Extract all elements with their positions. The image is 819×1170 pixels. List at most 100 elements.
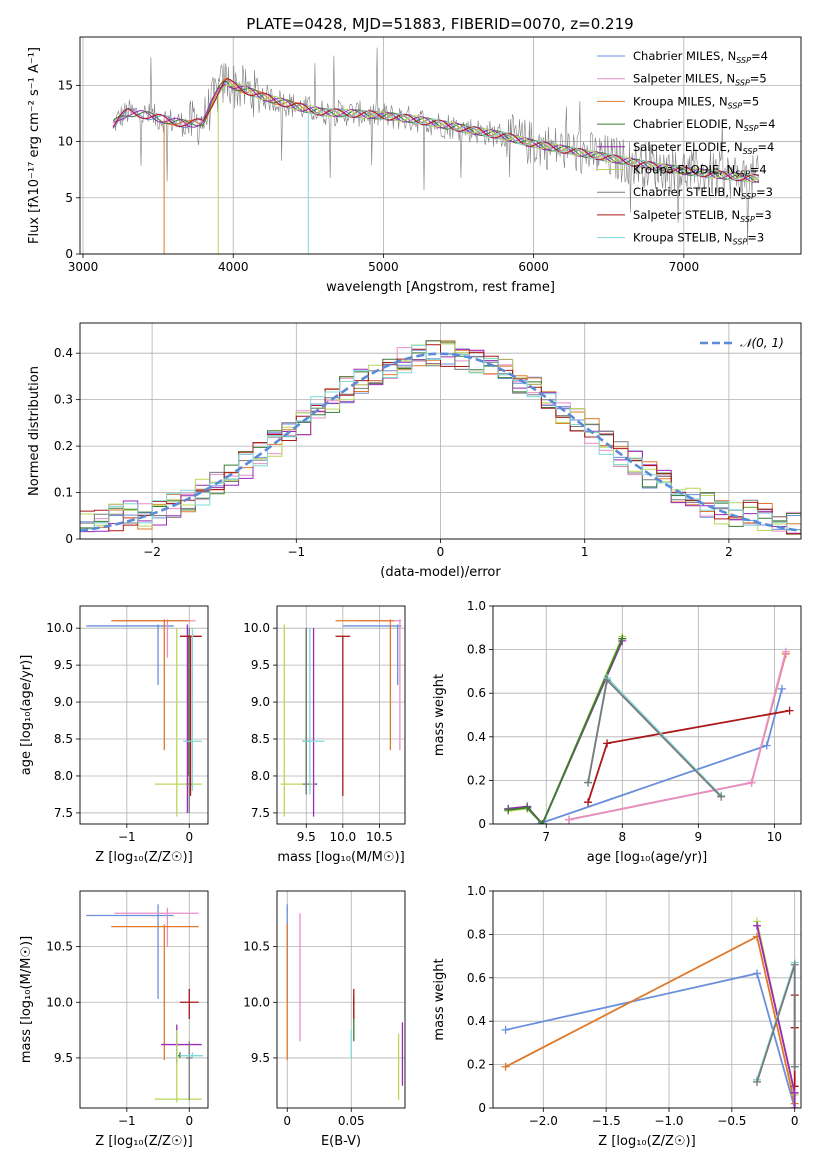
weight-point-marker [538, 820, 547, 824]
y-tick-label: 0.8 [467, 643, 486, 657]
x-tick-label: 0 [791, 1114, 799, 1128]
figure-title: PLATE=0428, MJD=51883, FIBERID=0070, z=0… [246, 15, 633, 33]
y-tick-label: 0.6 [467, 971, 486, 985]
axes-frame [79, 890, 209, 1109]
y-tick-label: 9.0 [251, 695, 270, 709]
histogram-step [80, 344, 801, 531]
plot-mass_vs_ebv: 0 0.05 9.5 10.0 10.5 E(B-V) [243, 890, 406, 1149]
y-tick-label: 0.6 [467, 686, 486, 700]
weight-point-marker [618, 634, 627, 643]
legend-label: Salpeter STELIB, NSSP=3 [633, 208, 772, 224]
legend-subscript: SSP [743, 147, 758, 156]
x-tick-label: 9.5 [297, 830, 316, 844]
y-tick-label: 8.5 [54, 732, 73, 746]
x-axis-label: Z [log₁₀(Z/Z☉)] [95, 850, 192, 865]
y-tick-label: 10.0 [46, 995, 73, 1009]
axes-frame [492, 890, 802, 1109]
legend-subscript: SSP [744, 124, 759, 133]
y-axis-label: mass [log₁₀(M/M☉)] [19, 936, 34, 1063]
plot-area [286, 904, 404, 1101]
x-tick-label: 0 [185, 830, 193, 844]
x-tick-label: 9 [695, 830, 703, 844]
legend-label-value: =3 [747, 231, 764, 245]
plot-area [501, 917, 799, 1108]
y-tick-label: 0 [478, 817, 486, 831]
y-tick-label: 0.1 [54, 486, 73, 500]
x-axis-label: Z [log₁₀(Z/Z☉)] [598, 1134, 695, 1149]
weight-point-marker [717, 792, 726, 801]
axes-frame [79, 36, 802, 255]
legend-label-value: =4 [759, 117, 776, 131]
y-tick-label: 15 [58, 78, 73, 92]
x-tick-label: −1.5 [592, 1114, 621, 1128]
y-tick-label: 0.4 [54, 346, 73, 360]
legend-subscript: SSP [736, 56, 751, 65]
x-tick-label: −0.5 [717, 1114, 746, 1128]
y-tick-label: 0.2 [467, 1058, 486, 1072]
legend-label: Kroupa ELODIE, NSSP=4 [633, 163, 767, 179]
y-tick-label: 10.5 [243, 940, 270, 954]
axes-frame [492, 605, 802, 825]
y-tick-label: 9.5 [54, 1051, 73, 1065]
weight-point-marker [790, 1088, 799, 1097]
axes-frame [79, 322, 802, 540]
y-tick-label: 9.5 [251, 658, 270, 672]
x-tick-label: −1 [118, 830, 136, 844]
plot-area [86, 619, 202, 817]
legend-label: Kroupa STELIB, NSSP=3 [633, 231, 764, 247]
y-tick-label: 10.0 [243, 995, 270, 1009]
weight-point-marker [565, 815, 574, 824]
y-axis-label: mass weight [432, 674, 447, 756]
legend-subscript: SSP [733, 238, 748, 247]
plot-weight_vs_age: 7 8 9 10 0 0.2 0.4 0.6 0.8 1.0 age [log₁₀(age/yr)]… [432, 599, 802, 865]
weight-point-marker [753, 1077, 761, 1086]
y-tick-label: 8.0 [54, 769, 73, 783]
x-tick-label: 5000 [368, 260, 399, 274]
legend-label-text: Kroupa STELIB, N [633, 231, 733, 245]
histogram-step [80, 340, 801, 529]
weight-series-line [538, 688, 783, 824]
weight-point-marker [781, 647, 790, 656]
gridlines [277, 606, 405, 824]
weight-point-marker [753, 969, 761, 978]
x-tick-label: −2.0 [529, 1114, 558, 1128]
x-tick-label: 0 [283, 1114, 291, 1128]
legend-label-value: =5 [742, 94, 759, 108]
x-tick-label: 1 [581, 545, 589, 559]
x-tick-label: 7000 [669, 260, 700, 274]
gridlines [493, 890, 801, 1109]
y-axis-label: Normed distribution [27, 366, 42, 496]
plot-area [86, 904, 204, 1103]
weight-point-marker [753, 921, 761, 930]
axes-frame [276, 890, 406, 1109]
x-tick-label: 8 [618, 830, 626, 844]
legend-label-text: Chabrier ELODIE, N [633, 117, 744, 131]
y-tick-label: 10 [58, 135, 73, 149]
y-axis-label: mass weight [432, 958, 447, 1040]
weight-point-marker [584, 798, 593, 807]
legend-label-value: =3 [755, 208, 772, 222]
weight-point-marker [747, 778, 756, 787]
plot-area [80, 340, 801, 535]
legend-subscript: SSP [740, 215, 755, 224]
weight-point-marker [584, 778, 593, 787]
legend: 𝒩(0, 1) [700, 336, 784, 350]
y-tick-label: 10.0 [243, 621, 270, 635]
weight-series-line [505, 972, 796, 1108]
plot-age_vs_Z: −1 0 7.5 8.0 8.5 9.0 9.5 10.0 Z [log₁₀(Z/Z☉)] age… [19, 605, 209, 865]
gridlines [277, 891, 405, 1108]
legend-label: 𝒩(0, 1) [740, 336, 784, 350]
x-tick-label: −1 [118, 1114, 136, 1128]
y-tick-label: 5 [65, 191, 73, 205]
weight-series-line [508, 640, 624, 824]
y-tick-label: 9.5 [251, 1051, 270, 1065]
y-axis-label: age [log₁₀(age/yr)] [19, 655, 34, 776]
model-line [307, 108, 760, 254]
legend-label: Chabrier ELODIE, NSSP=4 [633, 117, 775, 133]
y-tick-label: 0.2 [467, 773, 486, 787]
x-tick-label: −1.0 [654, 1114, 683, 1128]
legend-label-text: Chabrier STELIB, N [633, 185, 741, 199]
gaussian-reference-line [80, 352, 801, 533]
